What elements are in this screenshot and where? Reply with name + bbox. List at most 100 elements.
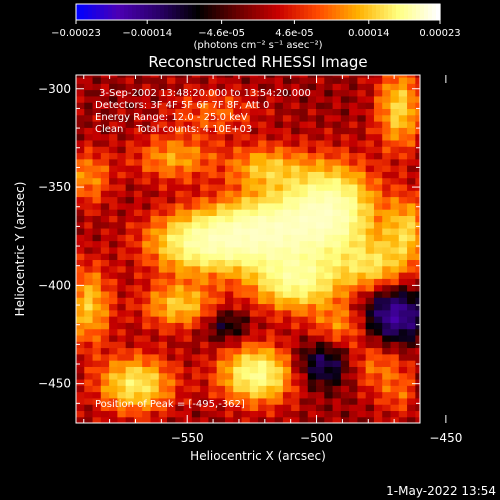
heatmap-pixel: [117, 246, 127, 254]
heatmap-pixel: [307, 290, 317, 298]
heatmap-pixel: [307, 121, 317, 128]
heatmap-pixel: [373, 253, 383, 261]
heatmap-pixel: [125, 158, 135, 166]
heatmap-pixel: [175, 366, 185, 374]
heatmap-pixel: [407, 334, 416, 342]
heatmap-pixel: [125, 190, 135, 198]
heatmap-pixel: [373, 265, 383, 273]
heatmap-pixel: [125, 316, 135, 323]
heatmap-pixel: [415, 139, 420, 147]
heatmap-pixel: [158, 328, 168, 336]
heatmap-pixel: [142, 215, 152, 223]
heatmap-pixel: [390, 347, 400, 355]
heatmap-pixel: [183, 322, 193, 330]
heatmap-pixel: [183, 83, 193, 91]
heatmap-pixel: [84, 303, 94, 311]
heatmap-pixel: [117, 353, 127, 361]
heatmap-pixel: [100, 177, 110, 185]
heatmap-pixel: [150, 259, 160, 267]
heatmap-pixel: [183, 259, 193, 267]
heatmap-pixel: [84, 290, 94, 298]
heatmap-pixel: [316, 303, 325, 311]
heatmap-pixel: [241, 334, 251, 342]
heatmap-pixel: [158, 152, 168, 160]
heatmap-pixel: [282, 133, 292, 141]
heatmap-pixel: [191, 253, 201, 261]
heatmap-pixel: [340, 139, 350, 147]
heatmap-pixel: [142, 366, 152, 374]
heatmap-pixel: [332, 158, 342, 166]
heatmap-pixel: [191, 183, 201, 191]
heatmap-pixel: [100, 303, 110, 311]
heatmap-pixel: [92, 158, 102, 166]
heatmap-pixel: [150, 404, 160, 412]
heatmap-pixel: [398, 95, 408, 103]
heatmap-pixel: [291, 95, 301, 103]
heatmap-pixel: [158, 227, 168, 235]
heatmap-pixel: [241, 95, 251, 103]
heatmap-pixel: [142, 328, 152, 336]
heatmap-pixel: [291, 410, 301, 418]
heatmap-pixel: [100, 183, 110, 191]
heatmap-pixel: [316, 114, 325, 122]
heatmap-pixel: [167, 146, 176, 154]
heatmap-pixel: [291, 297, 301, 305]
heatmap-pixel: [266, 165, 276, 172]
heatmap-pixel: [249, 171, 259, 179]
heatmap-pixel: [258, 253, 267, 261]
heatmap-pixel: [258, 95, 267, 103]
heatmap-pixel: [316, 76, 325, 84]
heatmap-pixel: [332, 177, 342, 185]
heatmap-pixel: [249, 385, 259, 393]
heatmap-pixel: [109, 246, 118, 254]
heatmap-pixel: [183, 234, 193, 242]
heatmap-pixel: [382, 202, 392, 210]
heatmap-pixel: [216, 341, 226, 349]
heatmap-pixel: [224, 385, 234, 393]
heatmap-pixel: [76, 158, 85, 166]
heatmap-pixel: [224, 158, 234, 166]
heatmap-pixel: [133, 121, 143, 128]
heatmap-pixel: [415, 347, 420, 355]
heatmap-pixel: [109, 215, 118, 223]
heatmap-pixel: [249, 253, 259, 261]
heatmap-pixel: [291, 316, 301, 323]
heatmap-pixel: [407, 297, 416, 305]
heatmap-pixel: [357, 177, 367, 185]
heatmap-pixel: [233, 378, 243, 386]
heatmap-pixel: [133, 391, 143, 399]
heatmap-pixel: [175, 209, 185, 216]
heatmap-pixel: [216, 165, 226, 172]
heatmap-pixel: [175, 391, 185, 399]
heatmap-pixel: [92, 385, 102, 393]
heatmap-pixel: [241, 341, 251, 349]
heatmap-pixel: [357, 385, 367, 393]
heatmap-pixel: [92, 253, 102, 261]
heatmap-pixel: [200, 309, 210, 317]
heatmap-pixel: [307, 385, 317, 393]
heatmap-pixel: [365, 227, 375, 235]
heatmap-pixel: [307, 297, 317, 305]
heatmap-pixel: [117, 234, 127, 242]
heatmap-pixel: [125, 278, 135, 286]
heatmap-pixel: [233, 227, 243, 235]
heatmap-pixel: [398, 378, 408, 386]
heatmap-pixel: [249, 108, 259, 116]
heatmap-pixel: [150, 146, 160, 154]
heatmap-pixel: [76, 102, 85, 110]
heatmap-pixel: [324, 297, 334, 305]
heatmap-pixel: [125, 410, 135, 418]
heatmap-pixel: [373, 385, 383, 393]
heatmap-pixel: [158, 360, 168, 367]
heatmap-pixel: [125, 290, 135, 298]
heatmap-pixel: [100, 297, 110, 305]
heatmap-pixel: [415, 89, 420, 97]
heatmap-pixel: [299, 328, 309, 336]
heatmap-pixel: [398, 297, 408, 305]
heatmap-pixel: [266, 121, 276, 128]
heatmap-pixel: [76, 177, 85, 185]
heatmap-pixel: [117, 341, 127, 349]
heatmap-pixel: [233, 366, 243, 374]
heatmap-pixel: [191, 341, 201, 349]
